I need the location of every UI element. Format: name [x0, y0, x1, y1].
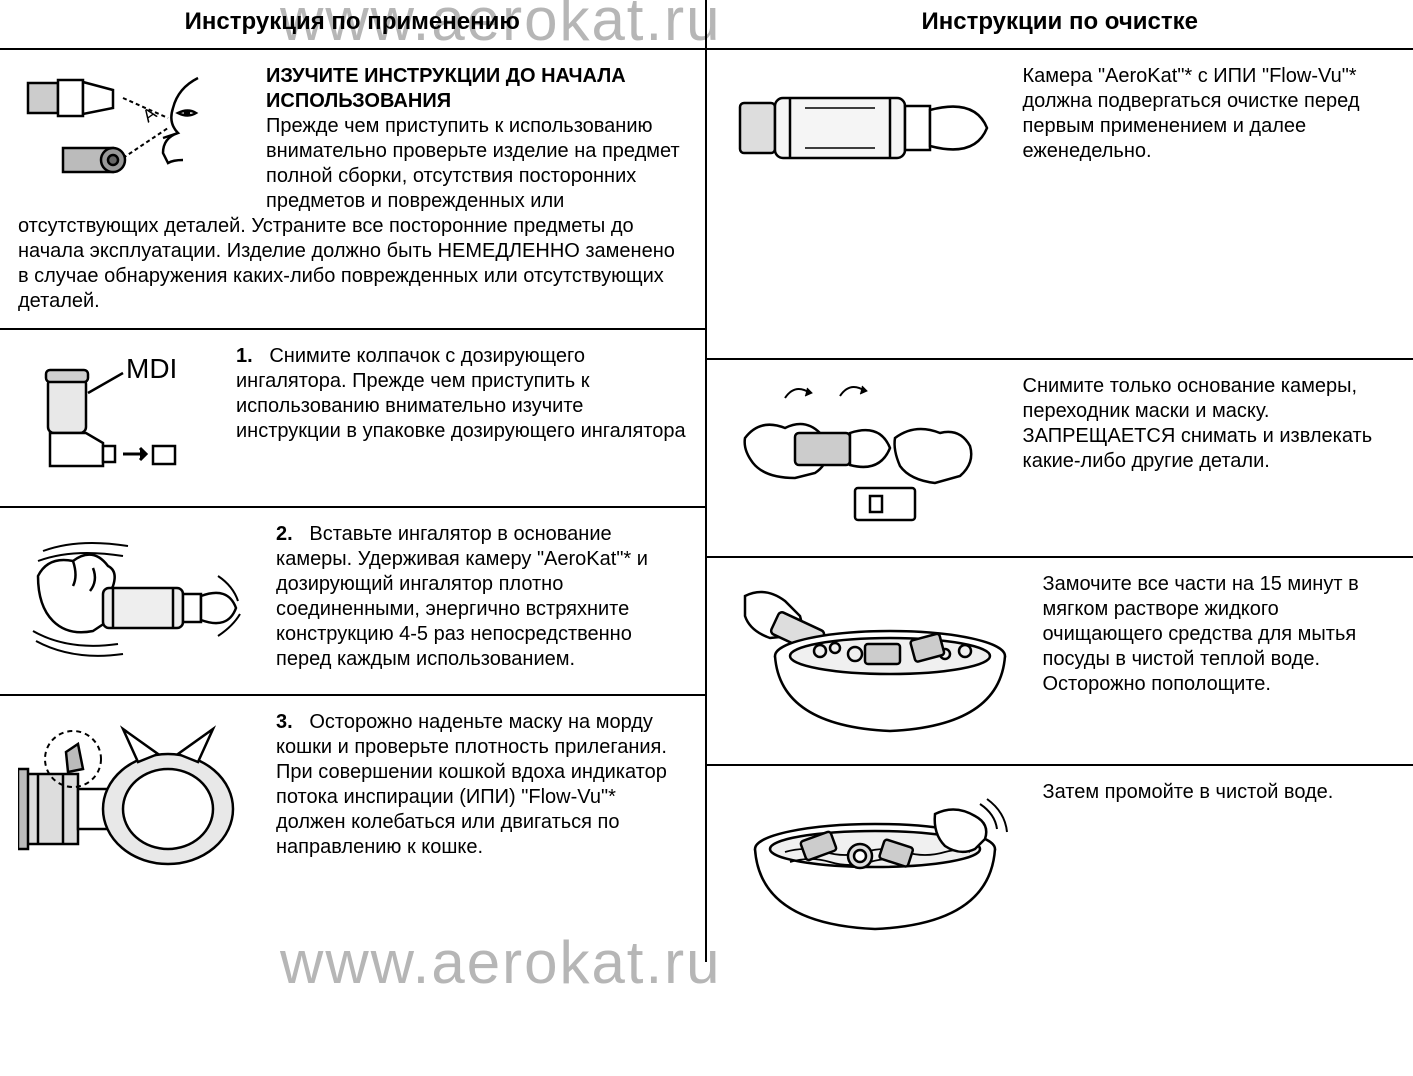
usage-row-2: 2. Вставьте ингалятор в основание камеры… [0, 508, 705, 696]
illustration-mask-cat [18, 714, 258, 884]
usage-row-0: A ИЗУЧИТЕ ИНСТРУКЦИИ ДО НАЧАЛА ИСПОЛЬЗОВ… [0, 50, 705, 330]
illustration-shake [18, 526, 258, 676]
illustration-soak [725, 576, 1025, 746]
col-cleaning: Инструкции по очистке [707, 0, 1413, 962]
illustration-chamber [725, 68, 1005, 188]
usage-row-3: 3. Осторожно наденьте маску на морду кош… [0, 696, 705, 902]
mdi-label: MDI [126, 353, 177, 384]
usage-row-0-title: ИЗУЧИТЕ ИНСТРУКЦИИ ДО НАЧАЛА ИСПОЛЬЗОВАН… [266, 65, 626, 112]
svg-text:A: A [139, 103, 160, 126]
illustration-inspect: A [18, 68, 248, 198]
step-3-num: 3. [276, 711, 293, 733]
clean-row-3: Затем промойте в чистой воде. [707, 766, 1413, 962]
col-cleaning-header: Инструкции по очистке [707, 0, 1413, 50]
clean-row-2: Замочите все части на 15 минут в мягком … [707, 558, 1413, 766]
col-usage: Инструкция по применению [0, 0, 707, 962]
clean-row-1-body: Снимите только основание камеры, переход… [1023, 375, 1373, 472]
col-usage-header: Инструкция по применению [0, 0, 705, 50]
clean-row-3-body: Затем промойте в чистой воде. [1043, 781, 1334, 803]
clean-row-1: Снимите только основание камеры, переход… [707, 360, 1413, 558]
clean-row-0: Камера "AeroKat"* с ИПИ "Flow-Vu"* должн… [707, 50, 1413, 360]
illustration-rinse [725, 784, 1025, 944]
usage-row-1: MDI 1. Снимите колпачок с дозирующего ин… [0, 330, 705, 508]
illustration-mdi: MDI [18, 348, 218, 488]
clean-row-2-body: Замочите все части на 15 минут в мягком … [1043, 573, 1359, 695]
step-3-body: Осторожно наденьте маску на морду кошки … [276, 711, 667, 858]
step-1-body: Снимите колпачок с дозирующего ингалятор… [236, 345, 686, 442]
step-2-body: Вставьте ингалятор в основание камеры. У… [276, 523, 648, 670]
step-2-num: 2. [276, 523, 293, 545]
instructions-table: Инструкция по применению [0, 0, 1413, 962]
step-1-num: 1. [236, 345, 253, 367]
clean-row-0-body: Камера "AeroKat"* с ИПИ "Flow-Vu"* должн… [1023, 65, 1360, 162]
illustration-disassemble [725, 378, 1005, 538]
